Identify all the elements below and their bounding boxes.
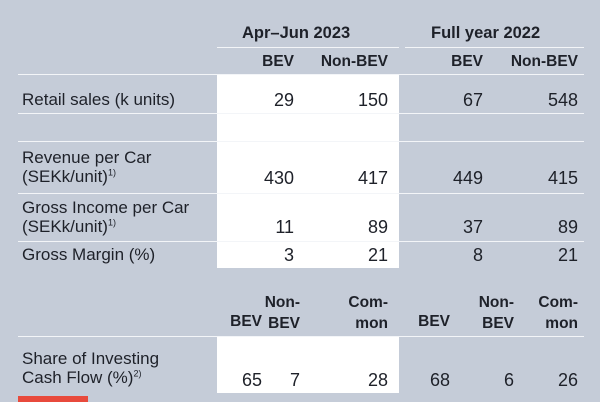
- row-label-line: Gross Income per Car: [22, 198, 190, 217]
- highlight-bottom: [217, 336, 399, 393]
- cell-value: 11: [275, 217, 294, 237]
- header-line: Com-: [348, 294, 388, 311]
- row-label-line: Gross Margin (%): [22, 245, 156, 264]
- cell-value: 430: [263, 168, 294, 188]
- column-header-bev: BEV: [418, 313, 450, 330]
- cell-value: 89: [367, 217, 388, 237]
- row-label-revenue-per-car: Revenue per Car (SEKk/unit)1): [22, 148, 151, 186]
- cell-value: 150: [357, 90, 388, 110]
- divider: [405, 47, 584, 48]
- cell-value: 3: [283, 245, 294, 265]
- column-header-non-bev: Non-BEV: [320, 53, 388, 70]
- cell-value: 21: [557, 245, 578, 265]
- column-header-bev: BEV: [262, 53, 294, 70]
- cell-value: 67: [462, 90, 483, 110]
- divider: [18, 141, 584, 142]
- header-line: mon: [545, 315, 578, 332]
- divider: [18, 193, 584, 194]
- column-header-non-bev: Non- BEV: [265, 292, 300, 334]
- cell-value: 7: [289, 370, 300, 390]
- cell-value: 415: [547, 168, 578, 188]
- cell-value: 37: [462, 217, 483, 237]
- header-line: mon: [355, 315, 388, 332]
- cell-value: 21: [367, 245, 388, 265]
- footnote-marker: 1): [107, 167, 116, 178]
- divider: [217, 47, 399, 48]
- row-label-retail-sales: Retail sales (k units): [22, 90, 175, 109]
- row-label-line: (SEKk/unit)1): [22, 167, 151, 186]
- row-label-line: Share of Investing: [22, 349, 160, 368]
- footnote-marker: 1): [107, 217, 116, 228]
- divider: [18, 74, 584, 75]
- row-label-gross-margin: Gross Margin (%): [22, 245, 155, 264]
- column-header-common: Com- mon: [538, 292, 578, 334]
- cell-value: 548: [547, 90, 578, 110]
- cell-value: 29: [273, 90, 294, 110]
- column-header-bev: BEV: [230, 313, 262, 330]
- highlight-top: [217, 74, 399, 268]
- divider: [18, 113, 584, 114]
- cell-value: 89: [557, 217, 578, 237]
- column-header-bev: BEV: [451, 53, 483, 70]
- row-label-line: Revenue per Car: [22, 148, 152, 167]
- row-label-line: Cash Flow (%)2): [22, 368, 159, 387]
- column-header-common: Com- mon: [348, 292, 388, 334]
- row-label-gross-income-per-car: Gross Income per Car (SEKk/unit)1): [22, 198, 189, 236]
- header-line: Non-: [264, 294, 300, 311]
- cell-value: 8: [472, 245, 483, 265]
- cell-value: 449: [452, 168, 483, 188]
- accent-bar: [18, 396, 88, 402]
- row-label-share-of-investing-cash-flow: Share of Investing Cash Flow (%)2): [22, 349, 159, 387]
- row-label-line: Retail sales (k units): [22, 90, 176, 109]
- header-line: Non-: [478, 294, 514, 311]
- header-line: Com-: [538, 294, 578, 311]
- row-label-unit: (SEKk/unit): [22, 217, 108, 236]
- cell-value: 65: [241, 370, 262, 390]
- row-label-line: (SEKk/unit)1): [22, 217, 189, 236]
- header-line: BEV: [268, 315, 300, 332]
- row-label-unit: (SEKk/unit): [22, 167, 108, 186]
- group-header-apr-jun-2023: Apr–Jun 2023: [242, 24, 351, 42]
- row-label-unit: Cash Flow (%): [22, 368, 134, 387]
- cell-value: 6: [503, 370, 514, 390]
- header-line: BEV: [482, 315, 514, 332]
- divider: [18, 241, 584, 242]
- footnote-marker: 2): [133, 368, 142, 379]
- group-header-full-year-2022: Full year 2022: [431, 24, 541, 42]
- cell-value: 28: [367, 370, 388, 390]
- cell-value: 68: [429, 370, 450, 390]
- column-header-non-bev: Non- BEV: [479, 292, 514, 334]
- column-header-non-bev: Non-BEV: [510, 53, 578, 70]
- divider: [18, 336, 584, 337]
- cell-value: 417: [357, 168, 388, 188]
- cell-value: 26: [557, 370, 578, 390]
